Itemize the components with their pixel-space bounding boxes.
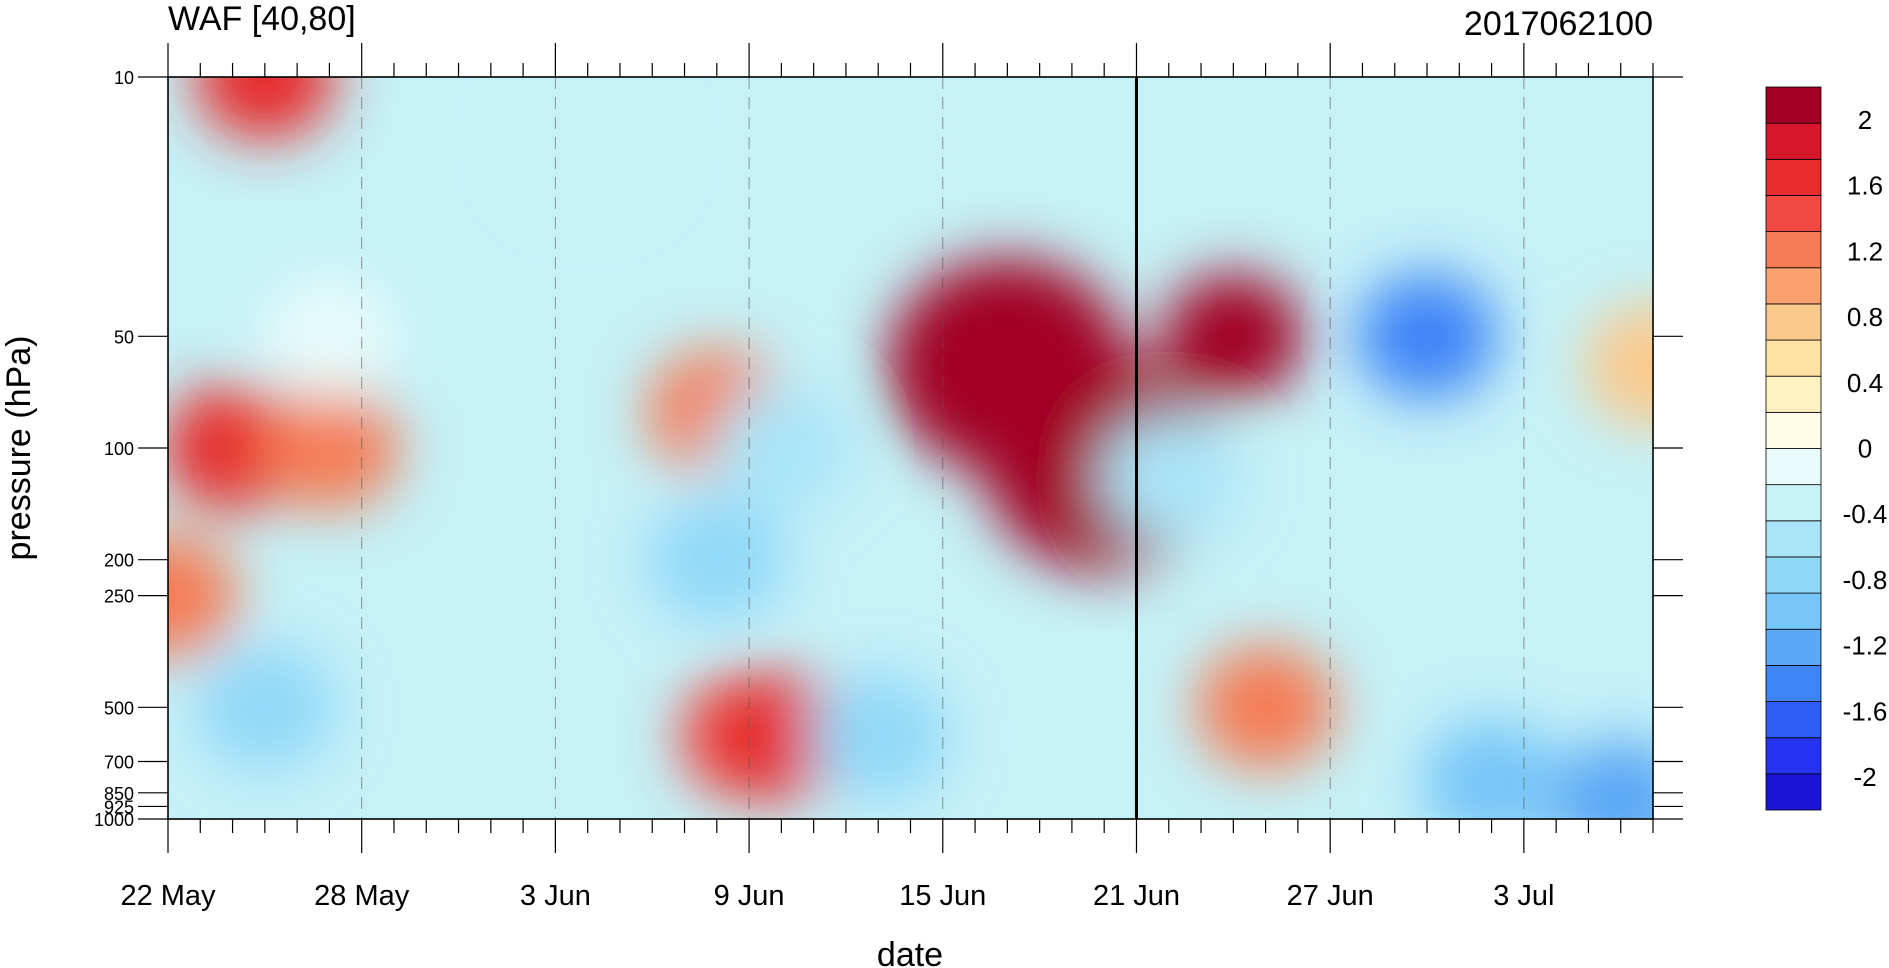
x-tick-label: 3 Jul: [1493, 880, 1554, 912]
contour-field: [168, 77, 1653, 819]
field-feature-21: [1583, 302, 1653, 429]
y-tick-label: 50: [114, 327, 134, 347]
y-tick-label: 10: [114, 68, 134, 88]
field-feature-20: [194, 644, 335, 771]
colorbar-swatch: [1765, 231, 1822, 269]
colorbar-label: -1.2: [1843, 631, 1888, 661]
field-feature-2: [168, 532, 238, 659]
colorbar-swatch: [1765, 701, 1822, 739]
field-feature-10: [646, 496, 787, 623]
field-feature-16: [1550, 739, 1653, 819]
tick-marks: [138, 43, 1683, 853]
field-feature-19: [808, 673, 949, 800]
colorbar-labels: 2 1.6 1.2 0.8 0.4 0 -0.4 -0.8 -1.2 -1.6 -2: [1843, 105, 1888, 792]
y-tick-label: 925: [104, 797, 134, 817]
colorbar-swatch: [1765, 448, 1822, 486]
colorbar-swatch: [1765, 375, 1822, 413]
colorbar-label: -1.6: [1843, 696, 1888, 726]
y-tick-label: 100: [104, 439, 134, 459]
y-tick-label: 700: [104, 753, 134, 773]
colorbar-swatch: [1765, 158, 1822, 196]
colorbar-swatch: [1765, 484, 1822, 522]
colorbar-swatch: [1765, 195, 1822, 232]
colorbar-swatch: [1765, 267, 1822, 305]
x-tick-label: 21 Jun: [1093, 880, 1180, 912]
colorbar-label: 2: [1858, 105, 1872, 135]
y-tick-label: 500: [104, 698, 134, 718]
colorbar-label: 1.2: [1847, 236, 1883, 266]
colorbar-swatch: [1765, 556, 1822, 594]
colorbar-label: -0.4: [1843, 499, 1888, 529]
x-tick-labels: 22 May 28 May 3 Jun 9 Jun 15 Jun 21 Jun 27 Jun…: [120, 880, 1554, 912]
field-feature-1: [194, 77, 335, 140]
x-tick-label: 3 Jun: [520, 880, 591, 912]
y-tick-label: 250: [104, 587, 134, 607]
plot-frame: [167, 76, 1654, 820]
colorbar-label: 0.8: [1847, 302, 1883, 332]
field-feature-15: [1357, 273, 1498, 400]
y-tick-label: 200: [104, 551, 134, 571]
colorbar-label: 0.4: [1847, 368, 1883, 398]
colorbar-label: -2: [1853, 762, 1876, 792]
field-feature-7: [711, 385, 852, 511]
y-tick-label: 850: [104, 784, 134, 804]
field-feature-17: [1421, 720, 1562, 819]
x-tick-label: 15 Jun: [899, 880, 986, 912]
x-tick-label: 28 May: [314, 880, 410, 912]
colorbar-swatch: [1765, 122, 1822, 160]
colorbar-swatch: [1765, 773, 1822, 811]
chart-subtitle: 2017062100: [1464, 5, 1653, 43]
colorbar-swatch: [1765, 520, 1822, 558]
colorbar-label: 1.6: [1847, 171, 1883, 201]
x-axis-label: date: [877, 936, 943, 968]
field-feature-9: [711, 673, 852, 800]
colorbar-label: -0.8: [1843, 565, 1888, 595]
colorbar-swatch: [1765, 665, 1822, 702]
colorbar-swatch: [1765, 628, 1822, 666]
colorbar-swatch: [1765, 339, 1822, 377]
colorbar-swatch: [1765, 592, 1822, 630]
colorbar: [1765, 86, 1822, 811]
field-feature-3: [259, 385, 400, 511]
colorbar-swatch: [1765, 411, 1822, 449]
colorbar-swatch: [1765, 737, 1822, 775]
colorbar-swatch: [1765, 303, 1822, 341]
field-feature-18: [1098, 414, 1239, 541]
colorbar-label: 0: [1858, 434, 1872, 464]
x-tick-label: 22 May: [120, 880, 216, 912]
x-tick-label: 9 Jun: [714, 880, 785, 912]
x-tick-label: 27 Jun: [1287, 880, 1374, 912]
y-axis-label: pressure (hPa): [0, 336, 38, 561]
colorbar-swatch: [1765, 86, 1822, 124]
field-feature-5: [517, 79, 658, 206]
chart-title: WAF [40,80]: [168, 0, 356, 38]
field-feature-4: [259, 273, 400, 400]
y-tick-label: 1000: [94, 810, 134, 830]
field-feature-13: [1163, 273, 1304, 400]
field-feature-14: [1195, 644, 1336, 771]
